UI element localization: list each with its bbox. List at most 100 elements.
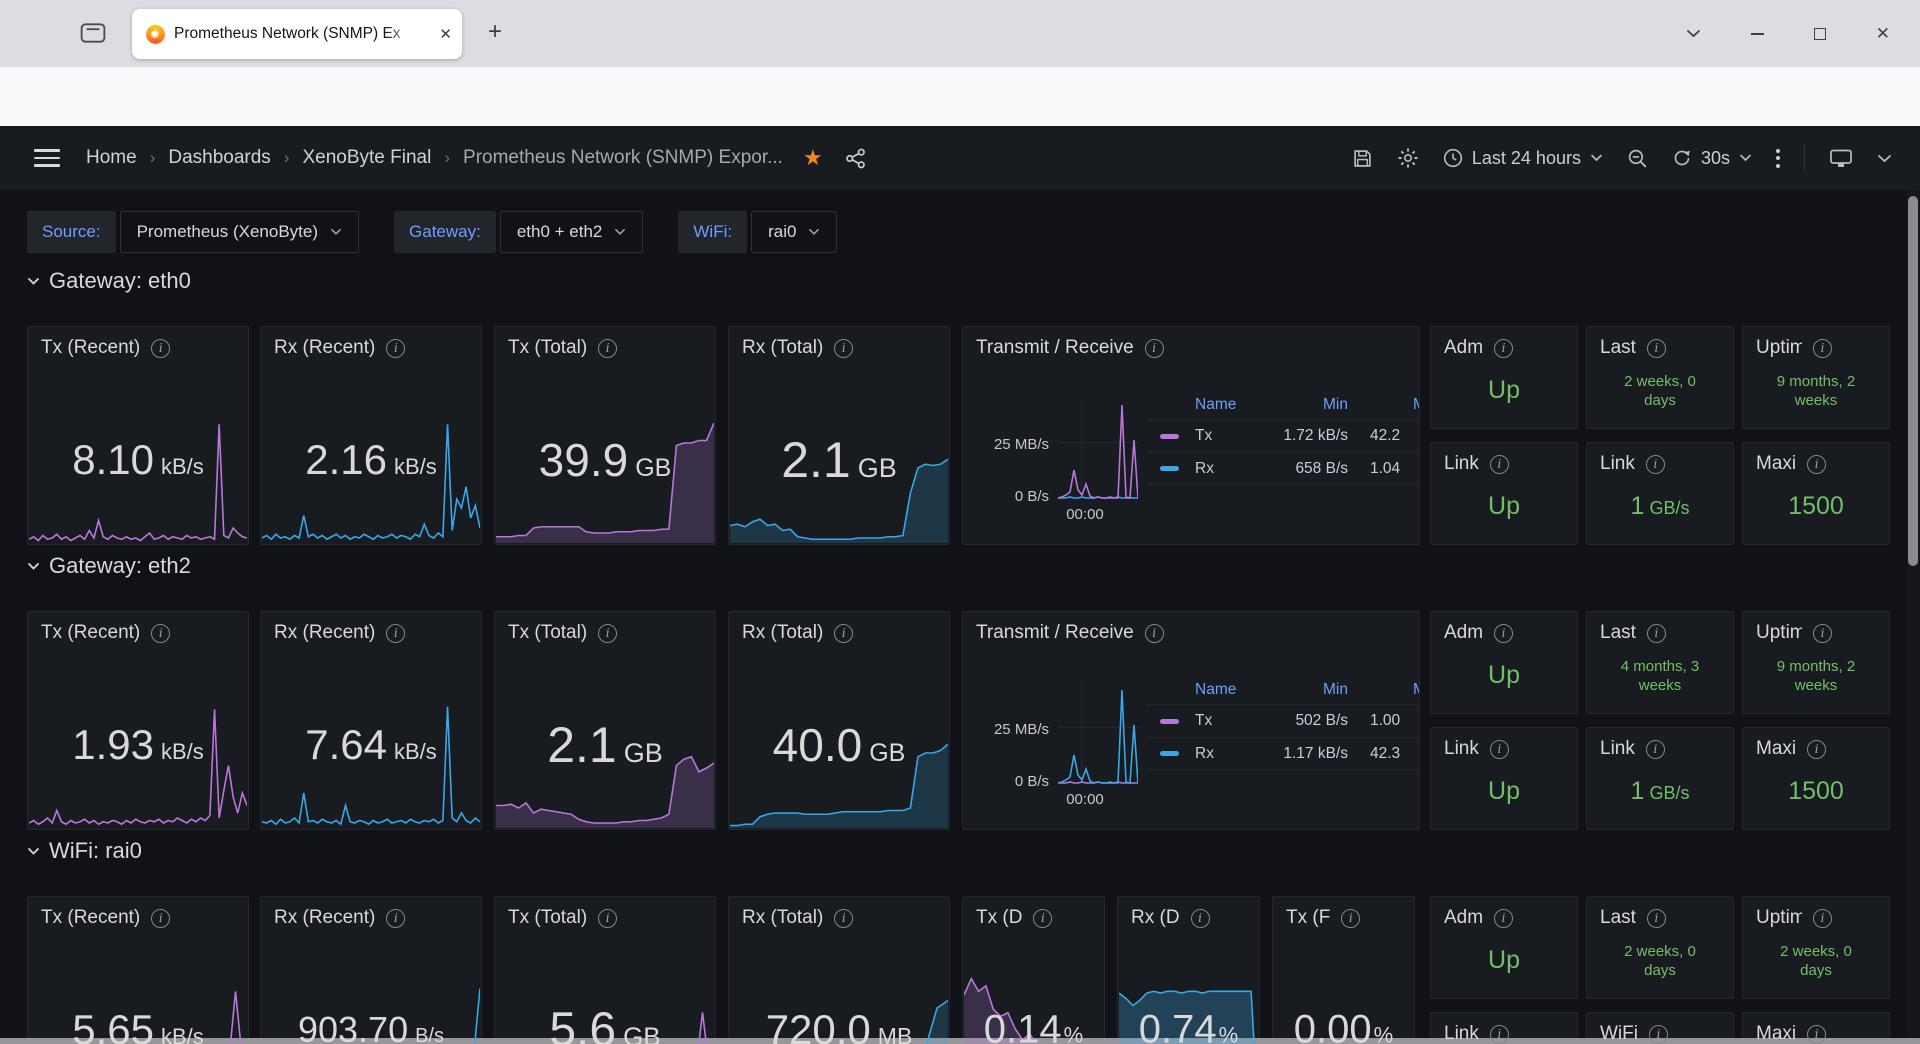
panel-title[interactable]: Link bbox=[1600, 738, 1635, 759]
zoom-out-icon[interactable] bbox=[1627, 148, 1648, 169]
info-icon[interactable] bbox=[1341, 908, 1361, 928]
legend-col-max[interactable]: Max bbox=[1413, 681, 1419, 699]
panel-title[interactable]: Maxi bbox=[1756, 738, 1797, 759]
panel-title[interactable]: Tx (Recent) bbox=[41, 622, 141, 643]
vertical-scrollbar-thumb[interactable] bbox=[1908, 196, 1918, 566]
panel-title[interactable]: Rx (Recent) bbox=[274, 337, 376, 358]
panel-title[interactable]: Tx (Total) bbox=[508, 907, 588, 928]
legend-col-max[interactable]: Max bbox=[1413, 396, 1419, 414]
info-icon[interactable] bbox=[151, 908, 171, 928]
tv-mode-icon[interactable] bbox=[1829, 148, 1853, 169]
info-icon[interactable] bbox=[1813, 623, 1832, 643]
panel-title[interactable]: Rx (Recent) bbox=[274, 907, 376, 928]
info-icon[interactable] bbox=[1494, 908, 1514, 928]
row-header-eth0[interactable]: Gateway: eth0 bbox=[27, 268, 191, 294]
panel-title[interactable]: Rx (Total) bbox=[742, 622, 824, 643]
panel-title[interactable]: Tx (Recent) bbox=[41, 907, 141, 928]
series-name[interactable]: Tx bbox=[1195, 427, 1213, 444]
info-icon[interactable] bbox=[1494, 338, 1514, 358]
wifi-select[interactable]: rai0 bbox=[751, 211, 838, 253]
info-icon[interactable] bbox=[1033, 908, 1053, 928]
panel-title[interactable]: Tx (Total) bbox=[508, 622, 588, 643]
panel-title[interactable]: Uptim bbox=[1756, 907, 1802, 928]
window-close-button[interactable] bbox=[1876, 24, 1890, 44]
info-icon[interactable] bbox=[1489, 1024, 1509, 1044]
info-icon[interactable] bbox=[1489, 739, 1509, 759]
panel-title[interactable]: Transmit / Receive bbox=[976, 337, 1134, 358]
refresh-picker[interactable]: 30s bbox=[1672, 148, 1752, 169]
info-icon[interactable] bbox=[151, 623, 171, 643]
breadcrumb-dashboards[interactable]: Dashboards bbox=[168, 147, 271, 168]
info-icon[interactable] bbox=[1807, 1024, 1827, 1044]
row-header-rai0[interactable]: WiFi: rai0 bbox=[27, 838, 142, 864]
series-name[interactable]: Rx bbox=[1195, 459, 1214, 477]
panel-title[interactable]: Transmit / Receive bbox=[976, 622, 1134, 643]
series-name[interactable]: Tx bbox=[1195, 712, 1213, 729]
legend-col-min[interactable]: Min bbox=[1323, 396, 1348, 413]
info-icon[interactable] bbox=[1813, 338, 1832, 358]
legend-col-name[interactable]: Name bbox=[1195, 396, 1237, 413]
legend-col-name[interactable]: Name bbox=[1195, 681, 1237, 698]
source-select[interactable]: Prometheus (XenoByte) bbox=[119, 211, 360, 253]
panel-title[interactable]: Last bbox=[1600, 907, 1636, 928]
favorite-star-icon[interactable] bbox=[803, 145, 823, 171]
info-icon[interactable] bbox=[1646, 623, 1666, 643]
gateway-select[interactable]: eth0 + eth2 bbox=[499, 211, 644, 253]
info-icon[interactable] bbox=[386, 908, 406, 928]
series-name[interactable]: Rx bbox=[1195, 744, 1214, 762]
kebab-menu-icon[interactable] bbox=[1776, 148, 1780, 168]
breadcrumb-home[interactable]: Home bbox=[86, 147, 137, 168]
panel-title[interactable]: Last bbox=[1600, 337, 1636, 358]
panel-title[interactable]: Uptim bbox=[1756, 622, 1802, 643]
info-icon[interactable] bbox=[1813, 908, 1832, 928]
share-icon[interactable] bbox=[845, 148, 866, 169]
info-icon[interactable] bbox=[1645, 739, 1665, 759]
info-icon[interactable] bbox=[386, 623, 406, 643]
firefox-view-icon[interactable] bbox=[80, 22, 106, 44]
horizontal-scrollbar[interactable] bbox=[0, 1038, 1920, 1044]
info-icon[interactable] bbox=[1648, 1024, 1668, 1044]
dashboard-settings-gear-icon[interactable] bbox=[1397, 147, 1419, 169]
tab-list-chevron-icon[interactable] bbox=[1686, 29, 1701, 38]
panel-title[interactable]: Tx (Recent) bbox=[41, 337, 141, 358]
panel-title[interactable]: Rx (D bbox=[1131, 907, 1180, 928]
legend-col-min[interactable]: Min bbox=[1323, 681, 1348, 698]
info-icon[interactable] bbox=[834, 908, 854, 928]
save-dashboard-icon[interactable] bbox=[1352, 148, 1373, 169]
tab-close-icon[interactable] bbox=[439, 25, 452, 43]
grafana-menu-icon[interactable] bbox=[34, 149, 60, 172]
row-header-eth2[interactable]: Gateway: eth2 bbox=[27, 553, 191, 579]
panel-title[interactable]: Link bbox=[1444, 453, 1479, 474]
info-icon[interactable] bbox=[1646, 338, 1666, 358]
info-icon[interactable] bbox=[598, 908, 618, 928]
browser-tab[interactable]: Prometheus Network (SNMP) Ex bbox=[132, 9, 462, 59]
panel-title[interactable]: Adm bbox=[1444, 622, 1484, 643]
panel-title[interactable]: Adm bbox=[1444, 337, 1484, 358]
info-icon[interactable] bbox=[1645, 454, 1665, 474]
panel-title[interactable]: Rx (Recent) bbox=[274, 622, 376, 643]
info-icon[interactable] bbox=[1807, 454, 1827, 474]
info-icon[interactable] bbox=[834, 623, 854, 643]
info-icon[interactable] bbox=[598, 338, 618, 358]
panel-title[interactable]: Tx (D bbox=[976, 907, 1023, 928]
panel-title[interactable]: Link bbox=[1444, 738, 1479, 759]
info-icon[interactable] bbox=[1144, 338, 1164, 358]
info-icon[interactable] bbox=[1494, 623, 1514, 643]
panel-title[interactable]: Last bbox=[1600, 622, 1636, 643]
new-tab-button[interactable] bbox=[488, 18, 502, 46]
info-icon[interactable] bbox=[1190, 908, 1210, 928]
info-icon[interactable] bbox=[1144, 623, 1164, 643]
panel-title[interactable]: Rx (Total) bbox=[742, 907, 824, 928]
maximize-button[interactable] bbox=[1813, 27, 1826, 40]
panel-title[interactable]: Uptim bbox=[1756, 337, 1802, 358]
info-icon[interactable] bbox=[151, 338, 171, 358]
info-icon[interactable] bbox=[1646, 908, 1666, 928]
panel-title[interactable]: Maxi bbox=[1756, 453, 1797, 474]
panel-title[interactable]: Link bbox=[1444, 1023, 1479, 1044]
info-icon[interactable] bbox=[386, 338, 406, 358]
breadcrumb-folder[interactable]: XenoByte Final bbox=[302, 147, 432, 168]
panel-title[interactable]: Maxi bbox=[1756, 1023, 1797, 1044]
panel-title[interactable]: Tx (F bbox=[1286, 907, 1331, 928]
panel-title[interactable]: WiFi bbox=[1600, 1023, 1638, 1044]
collapse-header-chevron-icon[interactable] bbox=[1877, 154, 1892, 163]
